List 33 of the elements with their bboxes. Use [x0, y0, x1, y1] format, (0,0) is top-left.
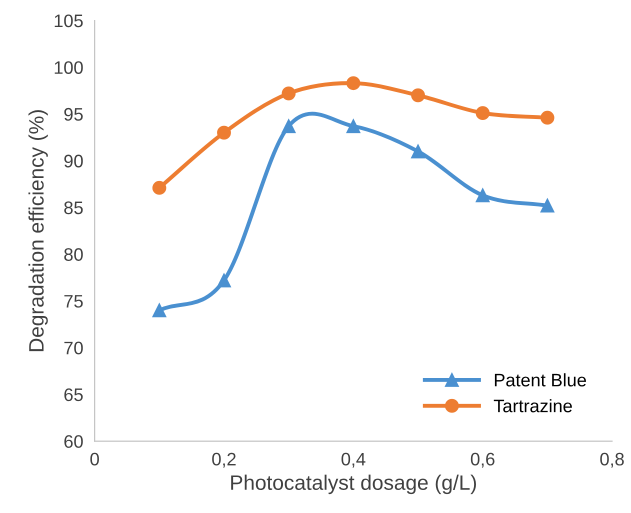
- point: [540, 110, 554, 125]
- point: [411, 88, 425, 102]
- y-tick-label: 60: [64, 435, 83, 448]
- x-tick-label: 0,4: [342, 452, 366, 468]
- x-axis-title: Photocatalyst dosage (g/L): [231, 474, 476, 494]
- y-tick-label: 105: [54, 14, 83, 28]
- point: [476, 188, 490, 202]
- y-tick-label: 95: [64, 108, 83, 121]
- x-tick-label: 0,2: [212, 452, 236, 468]
- point: [217, 126, 231, 140]
- point: [152, 180, 166, 195]
- legend-label: Patent Blue: [494, 373, 586, 386]
- y-tick-label: 75: [64, 295, 83, 308]
- x-tick-label: 0,6: [470, 452, 494, 468]
- x-tick-label: 0,8: [600, 452, 624, 468]
- legend-label: Tartrazine: [494, 399, 572, 412]
- y-tick-label: 90: [64, 154, 83, 168]
- point: [282, 86, 296, 100]
- point: [476, 106, 490, 120]
- point: [411, 144, 425, 158]
- point: [152, 303, 166, 318]
- y-tick-label: 70: [64, 342, 83, 354]
- point: [217, 273, 231, 288]
- point: [346, 76, 360, 90]
- y-tick-label: 100: [54, 61, 83, 74]
- y-tick-label: 80: [64, 248, 83, 261]
- x-tick-label: 0: [90, 452, 99, 466]
- y-tick-label: 65: [64, 388, 83, 402]
- point: [346, 119, 360, 134]
- point: [540, 198, 554, 213]
- y-tick-label: 85: [64, 201, 83, 214]
- point: [282, 119, 296, 134]
- y-axis-title: Degradation efficiency (%): [28, 110, 48, 352]
